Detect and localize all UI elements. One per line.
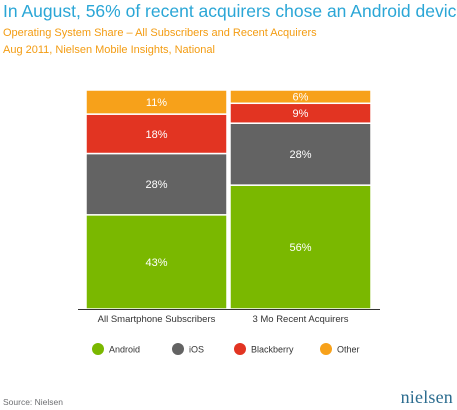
chart-date-caption: Aug 2011, Nielsen Mobile Insights, Natio… bbox=[3, 44, 215, 56]
data-label-android-1: 43% bbox=[145, 257, 167, 269]
bar-segment-other-2 bbox=[229, 89, 372, 105]
bar-segment-ios-1 bbox=[85, 152, 228, 216]
data-label-other-1: 11% bbox=[146, 97, 167, 109]
data-label-blackberry-2: 9% bbox=[293, 108, 309, 120]
chart-subtitle: Operating System Share – All Subscribers… bbox=[3, 27, 317, 39]
data-label-blackberry-1: 18% bbox=[145, 129, 167, 141]
legend-swatch-blackberry bbox=[234, 343, 246, 355]
nielsen-logo: nielsen bbox=[400, 387, 453, 407]
data-label-ios-1: 28% bbox=[145, 179, 167, 191]
stacked-bar-chart: 43% 28% 18% 11% All Smartphone Subscribers 56… bbox=[78, 89, 380, 355]
legend-swatch-ios bbox=[172, 343, 184, 355]
category-label-2: 3 Mo Recent Acquirers bbox=[252, 314, 348, 325]
source-note: Source: Nielsen bbox=[3, 397, 64, 407]
data-label-other-2: 6% bbox=[293, 92, 309, 104]
legend-label-other: Other bbox=[337, 345, 360, 355]
legend-swatch-other bbox=[320, 343, 332, 355]
bar-segment-android-1 bbox=[85, 214, 228, 310]
chart-title: In August, 56% of recent acquirers chose… bbox=[3, 1, 457, 21]
data-label-ios-2: 28% bbox=[289, 149, 311, 161]
legend-label-android: Android bbox=[109, 345, 140, 355]
data-label-android-2: 56% bbox=[289, 242, 311, 254]
category-label-1: All Smartphone Subscribers bbox=[98, 314, 216, 325]
legend-label-ios: iOS bbox=[189, 345, 204, 355]
legend-label-blackberry: Blackberry bbox=[251, 345, 294, 355]
bar-segment-other-1 bbox=[85, 89, 228, 115]
legend-swatch-android bbox=[92, 343, 104, 355]
